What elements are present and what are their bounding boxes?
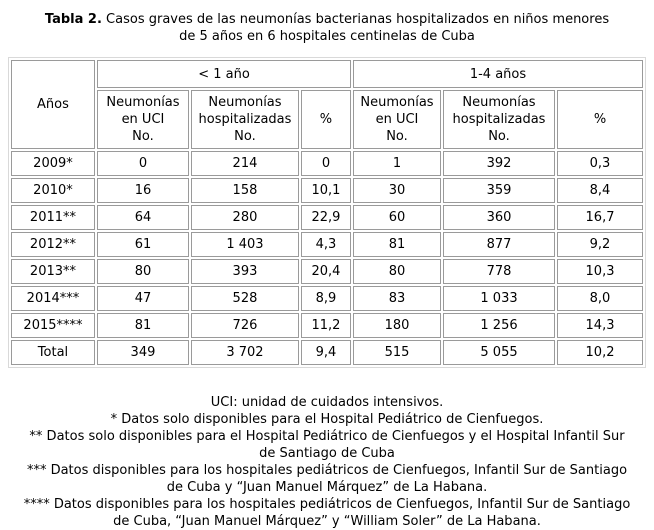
value-cell: 877 [443,232,555,257]
col-header-hospitalized-1to4: Neumonías hospitalizadas No. [443,90,555,149]
value-cell: 9,4 [300,340,351,365]
value-cell: 393 [190,259,299,284]
col-header-uci-under1: Neumonías en UCI No. [96,90,189,149]
col-header-uci-1to4: Neumonías en UCI No. [353,90,441,149]
footnote-two-asterisks: ** Datos solo disponibles para el Hospit… [29,429,625,461]
column-header-row: Neumonías en UCI No. Neumonías hospitali… [11,90,644,149]
year-cell: 2011** [10,205,95,230]
footnote-three-asterisks: *** Datos disponibles para los hospitale… [26,463,628,495]
value-cell: 359 [443,178,555,203]
value-cell: 81 [353,232,441,257]
value-cell: 30 [353,178,441,203]
value-cell: 14,3 [557,313,644,338]
table-row: 2012** 61 1 403 4,3 81 877 9,2 [10,232,644,257]
value-cell: 360 [443,205,555,230]
table-number-label: Tabla 2. [44,12,102,27]
year-cell: 2014*** [10,286,95,311]
value-cell: 80 [96,259,189,284]
group-header-row: Años < 1 año 1-4 años [10,60,644,149]
age-group-header-under1: < 1 año [96,60,351,88]
table-row: 2014*** 47 528 8,9 83 1 033 8,0 [10,286,644,311]
pneumonia-table: Años < 1 año 1-4 años Neumonías en UCI N… [7,57,647,368]
year-cell: 2015**** [10,313,95,338]
year-cell: 2013** [10,259,95,284]
year-cell: 2009* [10,151,95,176]
col-header-hospitalized-under1: Neumonías hospitalizadas No. [190,90,299,149]
value-cell: 64 [96,205,189,230]
footnote-four-asterisks: **** Datos disponibles para los hospital… [23,497,631,529]
value-cell: 16 [96,178,189,203]
value-cell: 0 [96,151,189,176]
value-cell: 8,0 [557,286,644,311]
value-cell: 10,2 [557,340,644,365]
value-cell: 10,1 [300,178,351,203]
value-cell: 158 [190,178,299,203]
value-cell: 1 033 [443,286,555,311]
table-title-text: Casos graves de las neumonías bacteriana… [101,12,610,44]
value-cell: 0 [300,151,351,176]
value-cell: 1 403 [190,232,299,257]
value-cell: 16,7 [557,205,644,230]
table-total-row: Total 349 3 702 9,4 515 5 055 10,2 [10,340,644,365]
value-cell: 20,4 [300,259,351,284]
value-cell: 349 [96,340,189,365]
value-cell: 528 [190,286,299,311]
year-cell: 2010* [10,178,95,203]
value-cell: 180 [353,313,441,338]
value-cell: 5 055 [443,340,555,365]
page-title: Tabla 2. Casos graves de las neumonías b… [37,11,617,45]
value-cell: 60 [353,205,441,230]
value-cell: 4,3 [300,232,351,257]
value-cell: 515 [353,340,441,365]
table-row: 2011** 64 280 22,9 60 360 16,7 [10,205,644,230]
value-cell: 280 [190,205,299,230]
footnote-one-asterisk: * Datos solo disponibles para el Hospita… [110,412,544,427]
value-cell: 47 [96,286,189,311]
value-cell: 81 [96,313,189,338]
value-cell: 392 [443,151,555,176]
value-cell: 80 [353,259,441,284]
value-cell: 11,2 [300,313,351,338]
table-row: 2010* 16 158 10,1 30 359 8,4 [10,178,644,203]
value-cell: 8,9 [300,286,351,311]
year-column-header: Años [10,60,95,149]
year-cell: Total [10,340,95,365]
value-cell: 10,3 [557,259,644,284]
table-row: 2015**** 81 726 11,2 180 1 256 14,3 [10,313,644,338]
col-header-percent-under1: % [300,90,351,149]
value-cell: 726 [190,313,299,338]
col-header-percent-1to4: % [557,90,644,149]
value-cell: 778 [443,259,555,284]
value-cell: 214 [190,151,299,176]
value-cell: 3 702 [190,340,299,365]
footnote-uci-definition: UCI: unidad de cuidados intensivos. [210,395,444,410]
age-group-header-1to4: 1-4 años [353,60,644,88]
value-cell: 1 256 [443,313,555,338]
year-cell: 2012** [10,232,95,257]
value-cell: 22,9 [300,205,351,230]
value-cell: 83 [353,286,441,311]
value-cell: 0,3 [557,151,644,176]
table-row: 2013** 80 393 20,4 80 778 10,3 [10,259,644,284]
table-row: 2009* 0 214 0 1 392 0,3 [10,151,644,176]
value-cell: 1 [353,151,441,176]
footnotes: UCI: unidad de cuidados intensivos. * Da… [20,394,635,530]
value-cell: 9,2 [557,232,644,257]
value-cell: 8,4 [557,178,644,203]
value-cell: 61 [96,232,189,257]
